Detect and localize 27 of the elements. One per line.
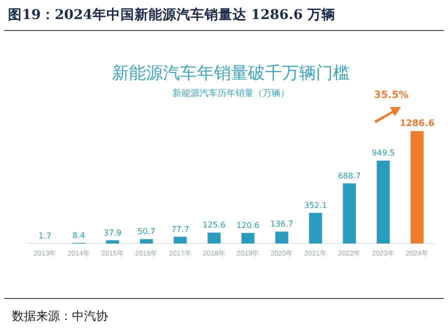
bar — [174, 236, 187, 244]
bar — [106, 240, 120, 244]
data-label: 352.1 — [304, 200, 328, 210]
data-label: 949.5 — [372, 148, 395, 158]
data-label: 125.6 — [202, 220, 226, 230]
data-label: 1.7 — [38, 232, 52, 241]
bar — [208, 232, 221, 244]
bar — [376, 160, 390, 244]
bar — [410, 131, 424, 244]
bar — [275, 232, 288, 244]
chart-subtitle: 新能源汽车年销量破千万辆门槛 — [112, 64, 350, 84]
data-label: 37.9 — [104, 228, 122, 238]
data-label: 120.6 — [236, 221, 260, 230]
data-label: 1286.6 — [400, 118, 434, 129]
text: 35.5% — [374, 90, 409, 101]
y-axis-title: 新能源汽车历年销量（万辆） — [172, 88, 290, 100]
data-label: 8.4 — [72, 230, 86, 240]
data-label: 77.7 — [171, 224, 190, 234]
source-note: 数据来源：中汽协 — [12, 308, 108, 325]
bar — [342, 183, 356, 244]
data-label: 136.7 — [270, 220, 294, 229]
chart-title: 图19：2024年中国新能源汽车销量达 1286.6 万辆 — [8, 6, 336, 24]
bar — [309, 212, 322, 244]
data-label: 688.7 — [338, 171, 361, 180]
data-label: 50.7 — [138, 227, 156, 236]
bar — [241, 233, 254, 244]
bar — [140, 239, 153, 244]
